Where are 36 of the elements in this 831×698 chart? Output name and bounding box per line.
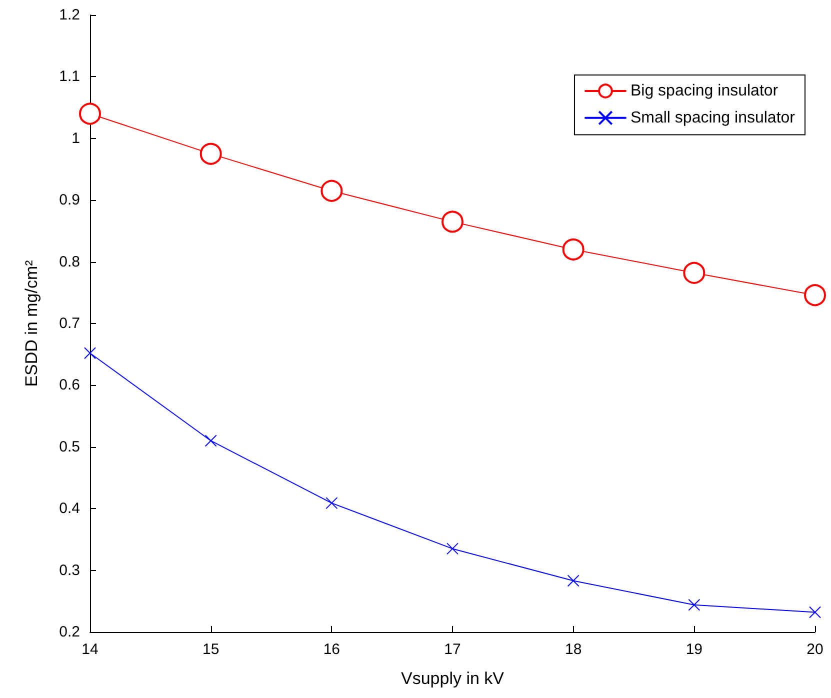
point: [442, 210, 464, 233]
point: [326, 497, 338, 510]
y-tick-label: 0.3: [59, 562, 80, 579]
point: [688, 598, 700, 611]
point: [562, 238, 584, 260]
x-tick-label: 20: [806, 641, 824, 658]
point: [809, 606, 821, 618]
legend-label: Small spacing insulator: [630, 109, 796, 126]
point: [567, 574, 580, 587]
y-tick-label: 0.2: [59, 624, 80, 640]
x-tick-label: 15: [202, 641, 220, 658]
point: [320, 180, 343, 202]
x-tick-label: 14: [82, 641, 98, 658]
y-tick-label: 0.5: [59, 438, 80, 456]
x-tick-label: 19: [686, 641, 703, 658]
y-axis-title: ESDD in mg/cm²: [22, 260, 41, 387]
legend-label: Big spacing insulator: [630, 82, 779, 100]
point: [683, 262, 706, 284]
point: [204, 434, 217, 447]
point: [84, 347, 96, 360]
x-tick-label: 16: [323, 641, 340, 658]
y-tick-label: 0.6: [59, 376, 80, 394]
y-tick-label: 0.7: [59, 315, 80, 332]
y-tick-label: 1: [72, 130, 80, 147]
point: [79, 102, 101, 125]
y-tick-label: 1.1: [59, 68, 80, 86]
y-tick-label: 1.2: [59, 6, 80, 24]
point: [804, 284, 826, 306]
y-tick-label: 0.4: [59, 500, 80, 518]
point: [446, 542, 458, 555]
x-tick-label: 17: [444, 641, 461, 658]
x-axis-title: Vsupply in kV: [401, 669, 505, 688]
point: [200, 142, 222, 165]
x-tick-label: 18: [564, 641, 582, 658]
y-tick-label: 0.8: [59, 253, 80, 270]
y-tick-label: 0.9: [59, 192, 80, 209]
